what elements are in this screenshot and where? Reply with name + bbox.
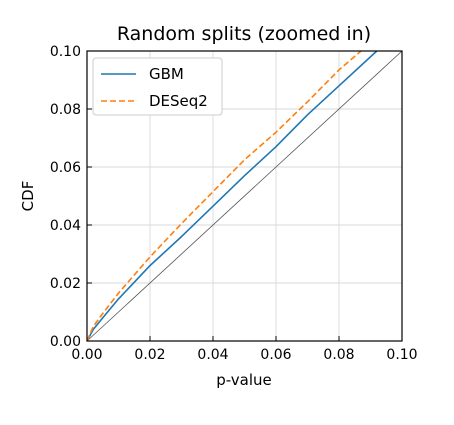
x-tick-label: 0.00: [71, 347, 102, 363]
y-tick-label: 0.02: [50, 276, 81, 292]
y-tick-label: 0.10: [50, 44, 81, 60]
legend-box: [92, 57, 223, 116]
y-tick-label: 0.08: [50, 102, 81, 118]
legend: GBM DESeq2: [92, 57, 223, 116]
series-line-gbm: [86, 50, 378, 342]
legend-label-gbm: GBM: [149, 65, 184, 83]
y-tick-label: 0.04: [50, 218, 81, 234]
x-tick-label: 0.06: [260, 347, 291, 363]
reference-diagonal: [86, 50, 403, 342]
series-layer: [86, 50, 378, 342]
x-tick-label: 0.02: [134, 347, 165, 363]
y-tick-label: 0.06: [50, 160, 81, 176]
x-axis: 0.00 0.02 0.04 0.06 0.08 0.10: [71, 336, 418, 363]
x-axis-title: p-value: [216, 371, 272, 389]
x-tick-label: 0.10: [386, 347, 417, 363]
y-axis-title: CDF: [19, 181, 37, 212]
y-tick-label: 0.00: [50, 334, 81, 350]
y-axis: 0.00 0.02 0.04 0.06 0.08 0.10: [50, 44, 92, 350]
chart-title: Random splits (zoomed in): [117, 23, 371, 45]
x-tick-label: 0.08: [323, 347, 354, 363]
series-line-deseq2: [86, 50, 362, 342]
x-tick-label: 0.04: [197, 347, 228, 363]
reference-line: [86, 50, 403, 342]
plot-frame: [86, 50, 403, 342]
legend-label-deseq2: DESeq2: [149, 92, 208, 110]
